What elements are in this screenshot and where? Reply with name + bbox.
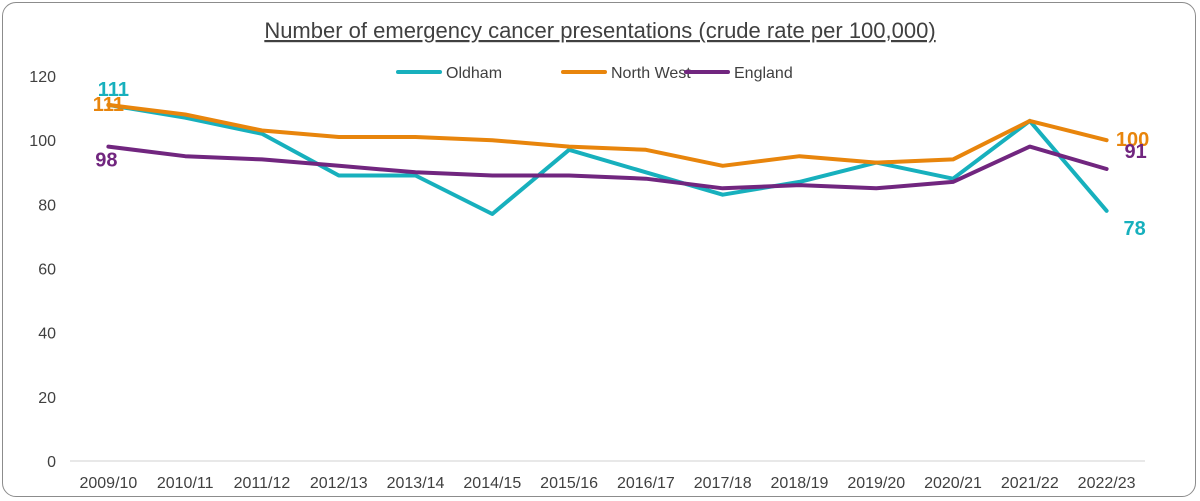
x-tick-label: 2010/11 bbox=[157, 475, 214, 492]
x-tick-label: 2020/21 bbox=[924, 475, 982, 492]
y-tick-label: 120 bbox=[29, 69, 56, 86]
x-tick-label: 2014/15 bbox=[463, 475, 521, 492]
legend-item-oldham: Oldham bbox=[396, 65, 502, 82]
y-tick-label: 60 bbox=[38, 262, 56, 279]
x-tick-label: 2017/18 bbox=[694, 475, 752, 492]
x-tick-label: 2016/17 bbox=[617, 475, 675, 492]
data-label-north-west-last: 100 bbox=[1116, 129, 1149, 151]
series-line-oldham bbox=[106, 102, 1109, 216]
legend-label: England bbox=[734, 65, 793, 82]
y-axis: 0 20 40 60 80 100 120 bbox=[29, 69, 56, 471]
x-tick-label: 2022/23 bbox=[1078, 475, 1136, 492]
data-label-north-west-first: 111 bbox=[93, 94, 124, 116]
x-tick-label: 2012/13 bbox=[310, 475, 368, 492]
x-tick-label: 2011/12 bbox=[234, 475, 291, 492]
legend-label: North West bbox=[611, 65, 691, 82]
x-tick-label: 2009/10 bbox=[79, 475, 137, 492]
data-label-oldham-first: 111 bbox=[98, 79, 129, 101]
legend-item-england: England bbox=[684, 65, 793, 82]
x-tick-label: 2019/20 bbox=[847, 475, 905, 492]
chart-legend: Oldham North West England bbox=[396, 65, 793, 82]
data-label-england-first: 98 bbox=[95, 150, 117, 172]
x-tick-label: 2021/22 bbox=[1001, 475, 1059, 492]
x-tick-label: 2018/19 bbox=[771, 475, 829, 492]
series-lines bbox=[106, 102, 1109, 216]
x-tick-label: 2015/16 bbox=[540, 475, 598, 492]
y-tick-label: 40 bbox=[38, 326, 56, 343]
series-line-north-west bbox=[106, 102, 1109, 168]
chart-title: Number of emergency cancer presentations… bbox=[264, 18, 935, 43]
series-line-england bbox=[106, 144, 1109, 191]
data-label-oldham-last: 78 bbox=[1123, 218, 1145, 240]
legend-label: Oldham bbox=[446, 65, 502, 82]
y-tick-label: 100 bbox=[29, 133, 56, 150]
y-tick-label: 80 bbox=[38, 197, 56, 214]
legend-item-north-west: North West bbox=[561, 65, 691, 82]
y-tick-label: 0 bbox=[47, 454, 56, 471]
x-axis: 2009/10 2010/11 2011/12 2012/13 2013/14 2014/… bbox=[70, 460, 1145, 492]
x-tick-label: 2013/14 bbox=[387, 475, 445, 492]
y-tick-label: 20 bbox=[38, 390, 56, 407]
data-label-england-last: 91 bbox=[1124, 141, 1146, 163]
